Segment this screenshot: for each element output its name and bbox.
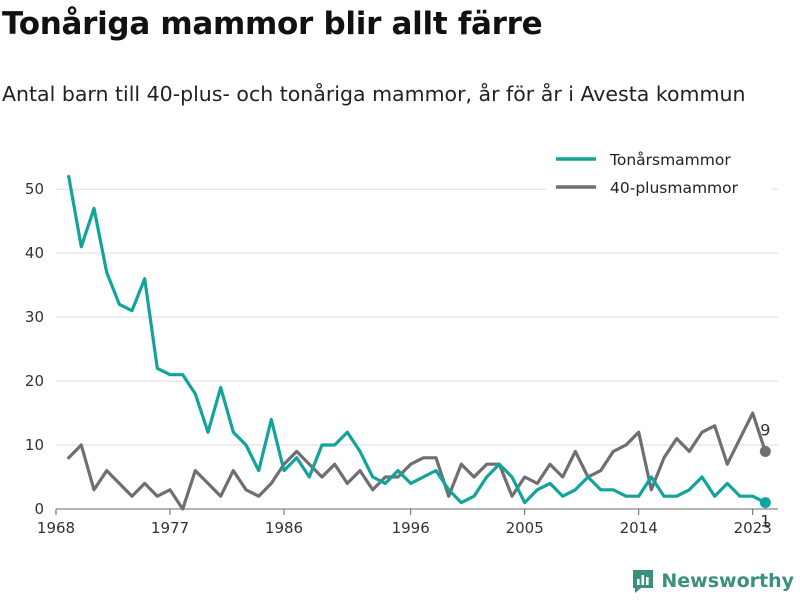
series-line-tonarsmammor — [67, 174, 767, 505]
x-tick-label-1996: 1996 — [392, 519, 430, 537]
x-tick-label-1977: 1977 — [151, 519, 189, 537]
x-tick-label-2014: 2014 — [620, 519, 658, 537]
y-tick-label-20: 20 — [25, 372, 44, 390]
legend-label-40-plusmammor: 40-plusmammor — [610, 179, 739, 197]
chart-title: Tonåriga mammor blir allt färre — [2, 6, 543, 42]
x-tick-label-1986: 1986 — [265, 519, 303, 537]
end-label-tonarsmammor: 1 — [760, 512, 770, 531]
bar-chart-logo-icon — [633, 570, 654, 593]
end-point-40-plusmammor — [759, 445, 771, 457]
legend-background — [546, 143, 772, 201]
y-tick-label-50: 50 — [25, 180, 44, 198]
x-tick-label-2023: 2023 — [734, 519, 772, 537]
x-tick-label-1968: 1968 — [37, 519, 75, 537]
x-tick-label-2005: 2005 — [506, 519, 544, 537]
chart-subtitle: Antal barn till 40-plus- och tonåriga ma… — [2, 82, 746, 106]
series-line-40-plusmammor — [67, 411, 767, 511]
end-label-40-plusmammor: 9 — [760, 420, 770, 439]
y-tick-label-30: 30 — [25, 308, 44, 326]
y-tick-label-0: 0 — [34, 500, 44, 518]
brand-name: Newsworthy — [661, 570, 794, 592]
legend-label-tonarsmammor: Tonårsmammor — [609, 151, 731, 169]
brand-logo: Newsworthy — [631, 568, 794, 594]
end-point-tonarsmammor — [759, 497, 771, 509]
y-tick-label-10: 10 — [25, 436, 44, 454]
y-tick-label-40: 40 — [25, 244, 44, 262]
